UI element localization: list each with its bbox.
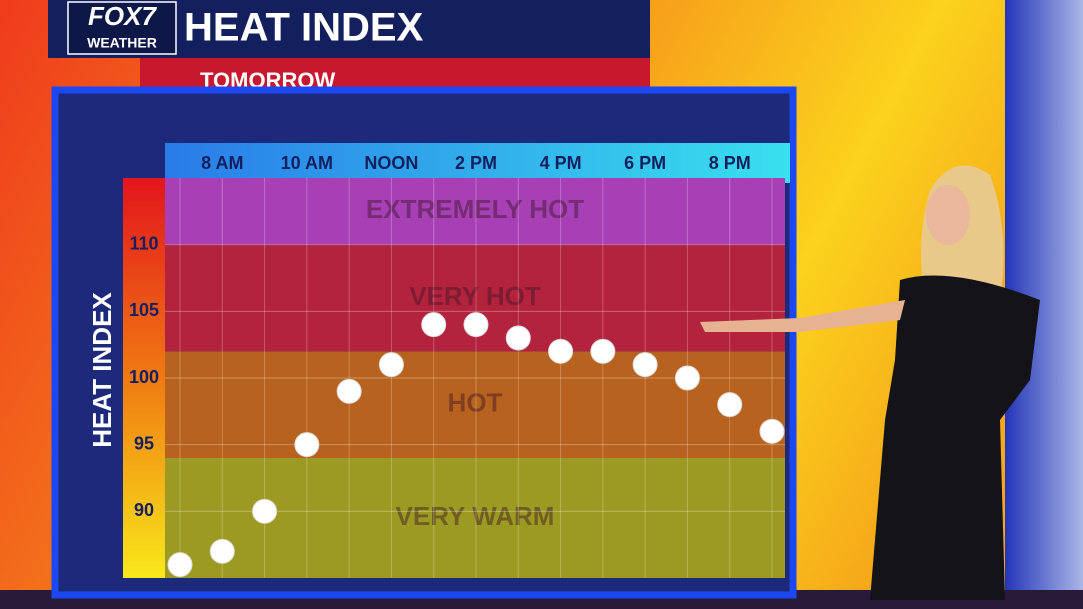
x-tick-label: 10 AM bbox=[281, 153, 333, 173]
x-axis-strip bbox=[165, 143, 790, 183]
x-tick-label: NOON bbox=[364, 153, 418, 173]
data-point bbox=[590, 338, 616, 364]
data-point bbox=[632, 352, 658, 378]
band-label: HOT bbox=[448, 388, 503, 418]
y-tick-label: 110 bbox=[129, 233, 158, 253]
data-point bbox=[378, 352, 404, 378]
x-tick-label: 8 PM bbox=[709, 153, 751, 173]
x-tick-label: 8 AM bbox=[201, 153, 243, 173]
data-point bbox=[463, 312, 489, 338]
y-axis-bar bbox=[123, 178, 165, 578]
y-tick-label: 95 bbox=[134, 433, 154, 453]
y-axis-label: HEAT INDEX bbox=[87, 292, 117, 448]
heat-band bbox=[165, 178, 785, 245]
x-tick-label: 2 PM bbox=[455, 153, 497, 173]
data-point bbox=[252, 498, 278, 524]
data-point bbox=[548, 338, 574, 364]
data-point bbox=[674, 365, 700, 391]
data-point bbox=[759, 418, 785, 444]
logo-sub: WEATHER bbox=[87, 35, 157, 51]
band-label: VERY WARM bbox=[396, 501, 555, 531]
x-tick-label: 6 PM bbox=[624, 153, 666, 173]
presenter bbox=[700, 165, 1040, 600]
y-tick-label: 100 bbox=[129, 367, 159, 387]
data-point bbox=[421, 312, 447, 338]
chart-title: HEAT INDEX bbox=[184, 6, 424, 50]
data-point bbox=[209, 538, 235, 564]
band-label: EXTREMELY HOT bbox=[366, 194, 584, 224]
data-point bbox=[294, 432, 320, 458]
data-point bbox=[717, 392, 743, 418]
y-tick-label: 105 bbox=[129, 300, 159, 320]
logo: FOX7 bbox=[88, 1, 157, 31]
data-point bbox=[167, 552, 193, 578]
data-point bbox=[336, 378, 362, 404]
y-tick-label: 90 bbox=[134, 500, 154, 520]
x-tick-label: 4 PM bbox=[540, 153, 582, 173]
band-label: VERY HOT bbox=[409, 281, 541, 311]
logo-box bbox=[67, 1, 177, 55]
data-point bbox=[505, 325, 531, 351]
